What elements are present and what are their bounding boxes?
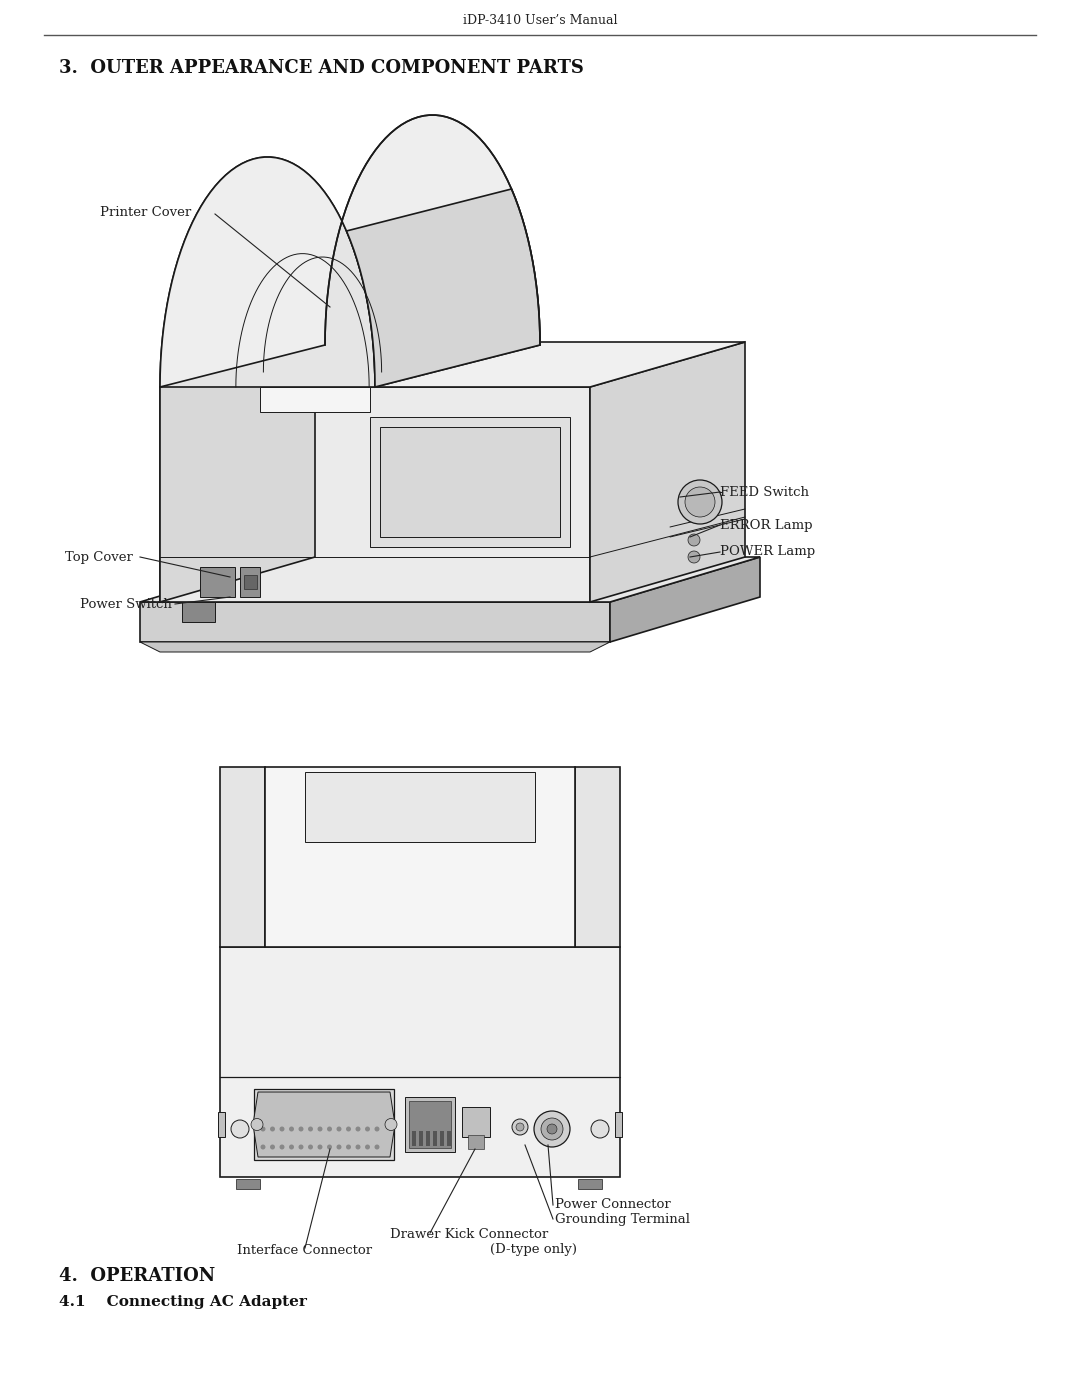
Circle shape xyxy=(685,488,715,517)
Polygon shape xyxy=(347,189,540,387)
Polygon shape xyxy=(183,602,215,622)
Polygon shape xyxy=(160,342,745,387)
Circle shape xyxy=(512,1119,528,1134)
Circle shape xyxy=(308,1126,313,1132)
Polygon shape xyxy=(200,567,235,597)
Polygon shape xyxy=(615,1112,622,1137)
Bar xyxy=(433,1132,437,1146)
Bar xyxy=(426,1132,430,1146)
Circle shape xyxy=(289,1144,294,1150)
Circle shape xyxy=(318,1144,323,1150)
Text: 4.1    Connecting AC Adapter: 4.1 Connecting AC Adapter xyxy=(59,1295,307,1309)
Circle shape xyxy=(346,1126,351,1132)
Circle shape xyxy=(327,1126,332,1132)
Circle shape xyxy=(280,1144,284,1150)
Text: Printer Cover: Printer Cover xyxy=(100,205,191,218)
Polygon shape xyxy=(590,342,745,602)
Polygon shape xyxy=(220,947,620,1178)
Circle shape xyxy=(678,481,723,524)
Circle shape xyxy=(516,1123,524,1132)
Polygon shape xyxy=(240,567,260,597)
Text: FEED Switch: FEED Switch xyxy=(720,486,809,499)
Polygon shape xyxy=(218,1112,225,1137)
Polygon shape xyxy=(468,1134,484,1148)
Circle shape xyxy=(298,1126,303,1132)
Polygon shape xyxy=(140,643,610,652)
Circle shape xyxy=(591,1120,609,1139)
Circle shape xyxy=(327,1144,332,1150)
Text: Power Connector: Power Connector xyxy=(555,1199,671,1211)
Text: ERROR Lamp: ERROR Lamp xyxy=(720,518,812,531)
Circle shape xyxy=(280,1126,284,1132)
Circle shape xyxy=(534,1111,570,1147)
Circle shape xyxy=(346,1144,351,1150)
Polygon shape xyxy=(305,773,535,842)
Circle shape xyxy=(337,1144,341,1150)
Circle shape xyxy=(355,1126,361,1132)
Circle shape xyxy=(375,1126,379,1132)
Polygon shape xyxy=(260,387,370,412)
Circle shape xyxy=(375,1144,379,1150)
Polygon shape xyxy=(140,602,610,643)
Polygon shape xyxy=(140,557,760,602)
Polygon shape xyxy=(237,1179,260,1189)
Polygon shape xyxy=(160,115,540,387)
Polygon shape xyxy=(160,387,590,602)
Circle shape xyxy=(298,1144,303,1150)
Polygon shape xyxy=(253,1092,395,1157)
Circle shape xyxy=(289,1126,294,1132)
Polygon shape xyxy=(254,1090,394,1160)
Bar xyxy=(440,1132,444,1146)
Circle shape xyxy=(688,534,700,546)
Circle shape xyxy=(355,1144,361,1150)
Polygon shape xyxy=(405,1097,455,1153)
Circle shape xyxy=(337,1126,341,1132)
Polygon shape xyxy=(380,427,561,536)
Circle shape xyxy=(688,550,700,563)
Text: Interface Connector: Interface Connector xyxy=(237,1243,373,1256)
Polygon shape xyxy=(578,1179,602,1189)
Circle shape xyxy=(318,1126,323,1132)
Text: Top Cover: Top Cover xyxy=(65,550,133,563)
Polygon shape xyxy=(265,767,575,947)
Circle shape xyxy=(260,1126,266,1132)
Text: 4.  OPERATION: 4. OPERATION xyxy=(59,1267,215,1285)
Circle shape xyxy=(270,1144,275,1150)
Circle shape xyxy=(365,1144,370,1150)
Text: (D-type only): (D-type only) xyxy=(490,1243,577,1256)
Circle shape xyxy=(546,1125,557,1134)
Polygon shape xyxy=(160,342,315,602)
Circle shape xyxy=(365,1126,370,1132)
Polygon shape xyxy=(244,576,257,590)
Text: Drawer Kick Connector: Drawer Kick Connector xyxy=(390,1228,549,1242)
Polygon shape xyxy=(370,416,570,548)
Circle shape xyxy=(541,1118,563,1140)
Polygon shape xyxy=(610,557,760,643)
Text: Grounding Terminal: Grounding Terminal xyxy=(555,1213,690,1225)
Polygon shape xyxy=(462,1106,490,1137)
Text: 3.  OUTER APPEARANCE AND COMPONENT PARTS: 3. OUTER APPEARANCE AND COMPONENT PARTS xyxy=(59,59,584,77)
Text: Power Switch: Power Switch xyxy=(80,598,172,610)
Polygon shape xyxy=(409,1101,451,1148)
Text: POWER Lamp: POWER Lamp xyxy=(720,545,815,559)
Circle shape xyxy=(308,1144,313,1150)
Circle shape xyxy=(231,1120,249,1139)
Bar xyxy=(447,1132,451,1146)
Bar xyxy=(419,1132,423,1146)
Circle shape xyxy=(384,1119,397,1130)
Polygon shape xyxy=(575,767,620,947)
Bar xyxy=(411,1132,416,1146)
Text: iDP-3410 User’s Manual: iDP-3410 User’s Manual xyxy=(462,14,618,27)
Polygon shape xyxy=(160,156,375,387)
Circle shape xyxy=(260,1144,266,1150)
Circle shape xyxy=(270,1126,275,1132)
Circle shape xyxy=(251,1119,264,1130)
Polygon shape xyxy=(220,767,265,947)
